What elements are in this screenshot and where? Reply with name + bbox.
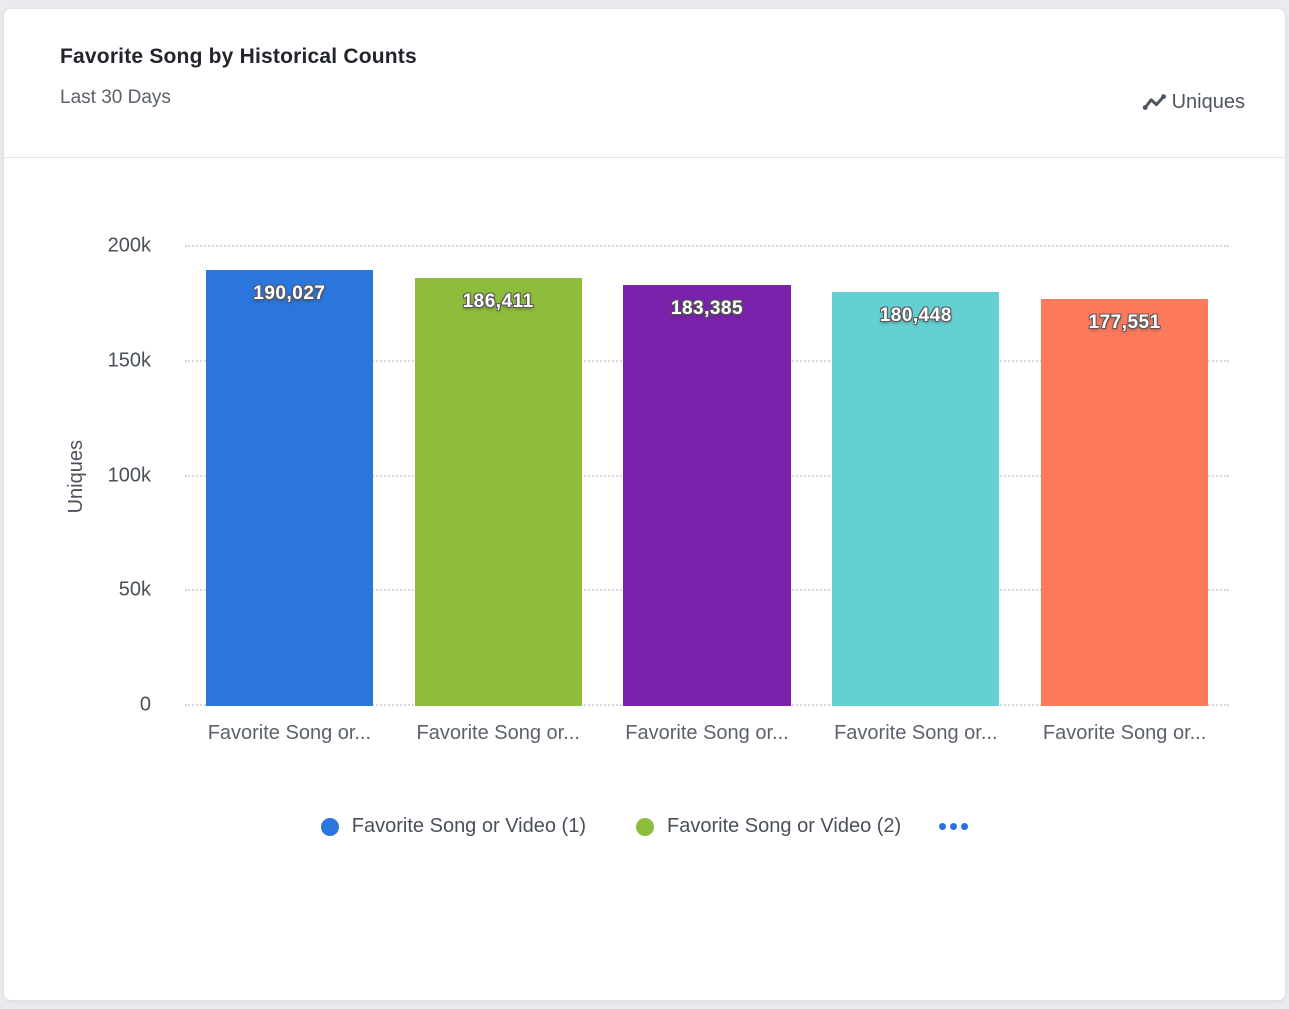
y-axis-title: Uniques bbox=[64, 439, 87, 514]
legend-swatch-icon bbox=[320, 817, 339, 836]
legend-item-label: Favorite Song or Video (1) bbox=[351, 815, 586, 837]
bar-2[interactable]: 186,411 bbox=[414, 278, 582, 706]
bar-value-label: 177,551 bbox=[1088, 311, 1161, 333]
legend-item-label: Favorite Song or Video (2) bbox=[667, 815, 902, 837]
x-axis-label: Favorite Song or... bbox=[416, 722, 580, 744]
metric-type-indicator: Uniques bbox=[1142, 91, 1245, 114]
x-axis-label: Favorite Song or... bbox=[834, 722, 998, 744]
bar-5[interactable]: 177,551 bbox=[1041, 298, 1209, 706]
x-axis-label: Favorite Song or... bbox=[625, 722, 789, 744]
y-axis-tick-label: 0 bbox=[139, 693, 151, 716]
card-title: Favorite Song by Historical Counts bbox=[60, 45, 417, 68]
bar-value-label: 183,385 bbox=[670, 298, 744, 320]
legend-item-1[interactable]: Favorite Song or Video (1) bbox=[320, 815, 586, 838]
y-axis-tick-label: 150k bbox=[107, 349, 151, 372]
y-axis-tick-label: 100k bbox=[107, 463, 151, 486]
x-axis-label: Favorite Song or... bbox=[1042, 722, 1207, 744]
bar-1[interactable]: 190,027 bbox=[205, 269, 373, 706]
y-axis-tick-label: 200k bbox=[107, 234, 151, 257]
bar-4[interactable]: 180,448 bbox=[832, 291, 1000, 706]
card-subtitle: Last 30 Days bbox=[60, 87, 171, 108]
plot-area: 0 50k 100k 150k 200k 190,027 Favorite Song or.… bbox=[108, 234, 1229, 744]
bar-value-label: 190,027 bbox=[253, 282, 326, 304]
bar-value-label: 180,448 bbox=[879, 304, 952, 326]
legend-swatch-icon bbox=[636, 817, 654, 836]
x-axis-label: Favorite Song or... bbox=[207, 722, 372, 744]
legend-overflow-ellipsis-icon[interactable] bbox=[939, 823, 969, 830]
legend-item-2[interactable]: Favorite Song or Video (2) bbox=[636, 815, 901, 838]
chart-card: Favorite Song by Historical Counts Last … bbox=[3, 8, 1286, 1001]
metric-type-label: Uniques bbox=[1171, 91, 1245, 113]
card-header: Favorite Song by Historical Counts Last … bbox=[4, 9, 1285, 158]
y-axis-tick-label: 50k bbox=[118, 578, 151, 601]
bar-value-label: 186,411 bbox=[462, 291, 534, 313]
y-axis-title-wrap: Uniques bbox=[56, 247, 96, 706]
bar-3[interactable]: 183,385 bbox=[623, 285, 791, 706]
gridline: 200k bbox=[108, 234, 1229, 256]
line-chart-icon bbox=[1142, 93, 1167, 112]
legend: Favorite Song or Video (1) Favorite Song … bbox=[4, 815, 1285, 838]
